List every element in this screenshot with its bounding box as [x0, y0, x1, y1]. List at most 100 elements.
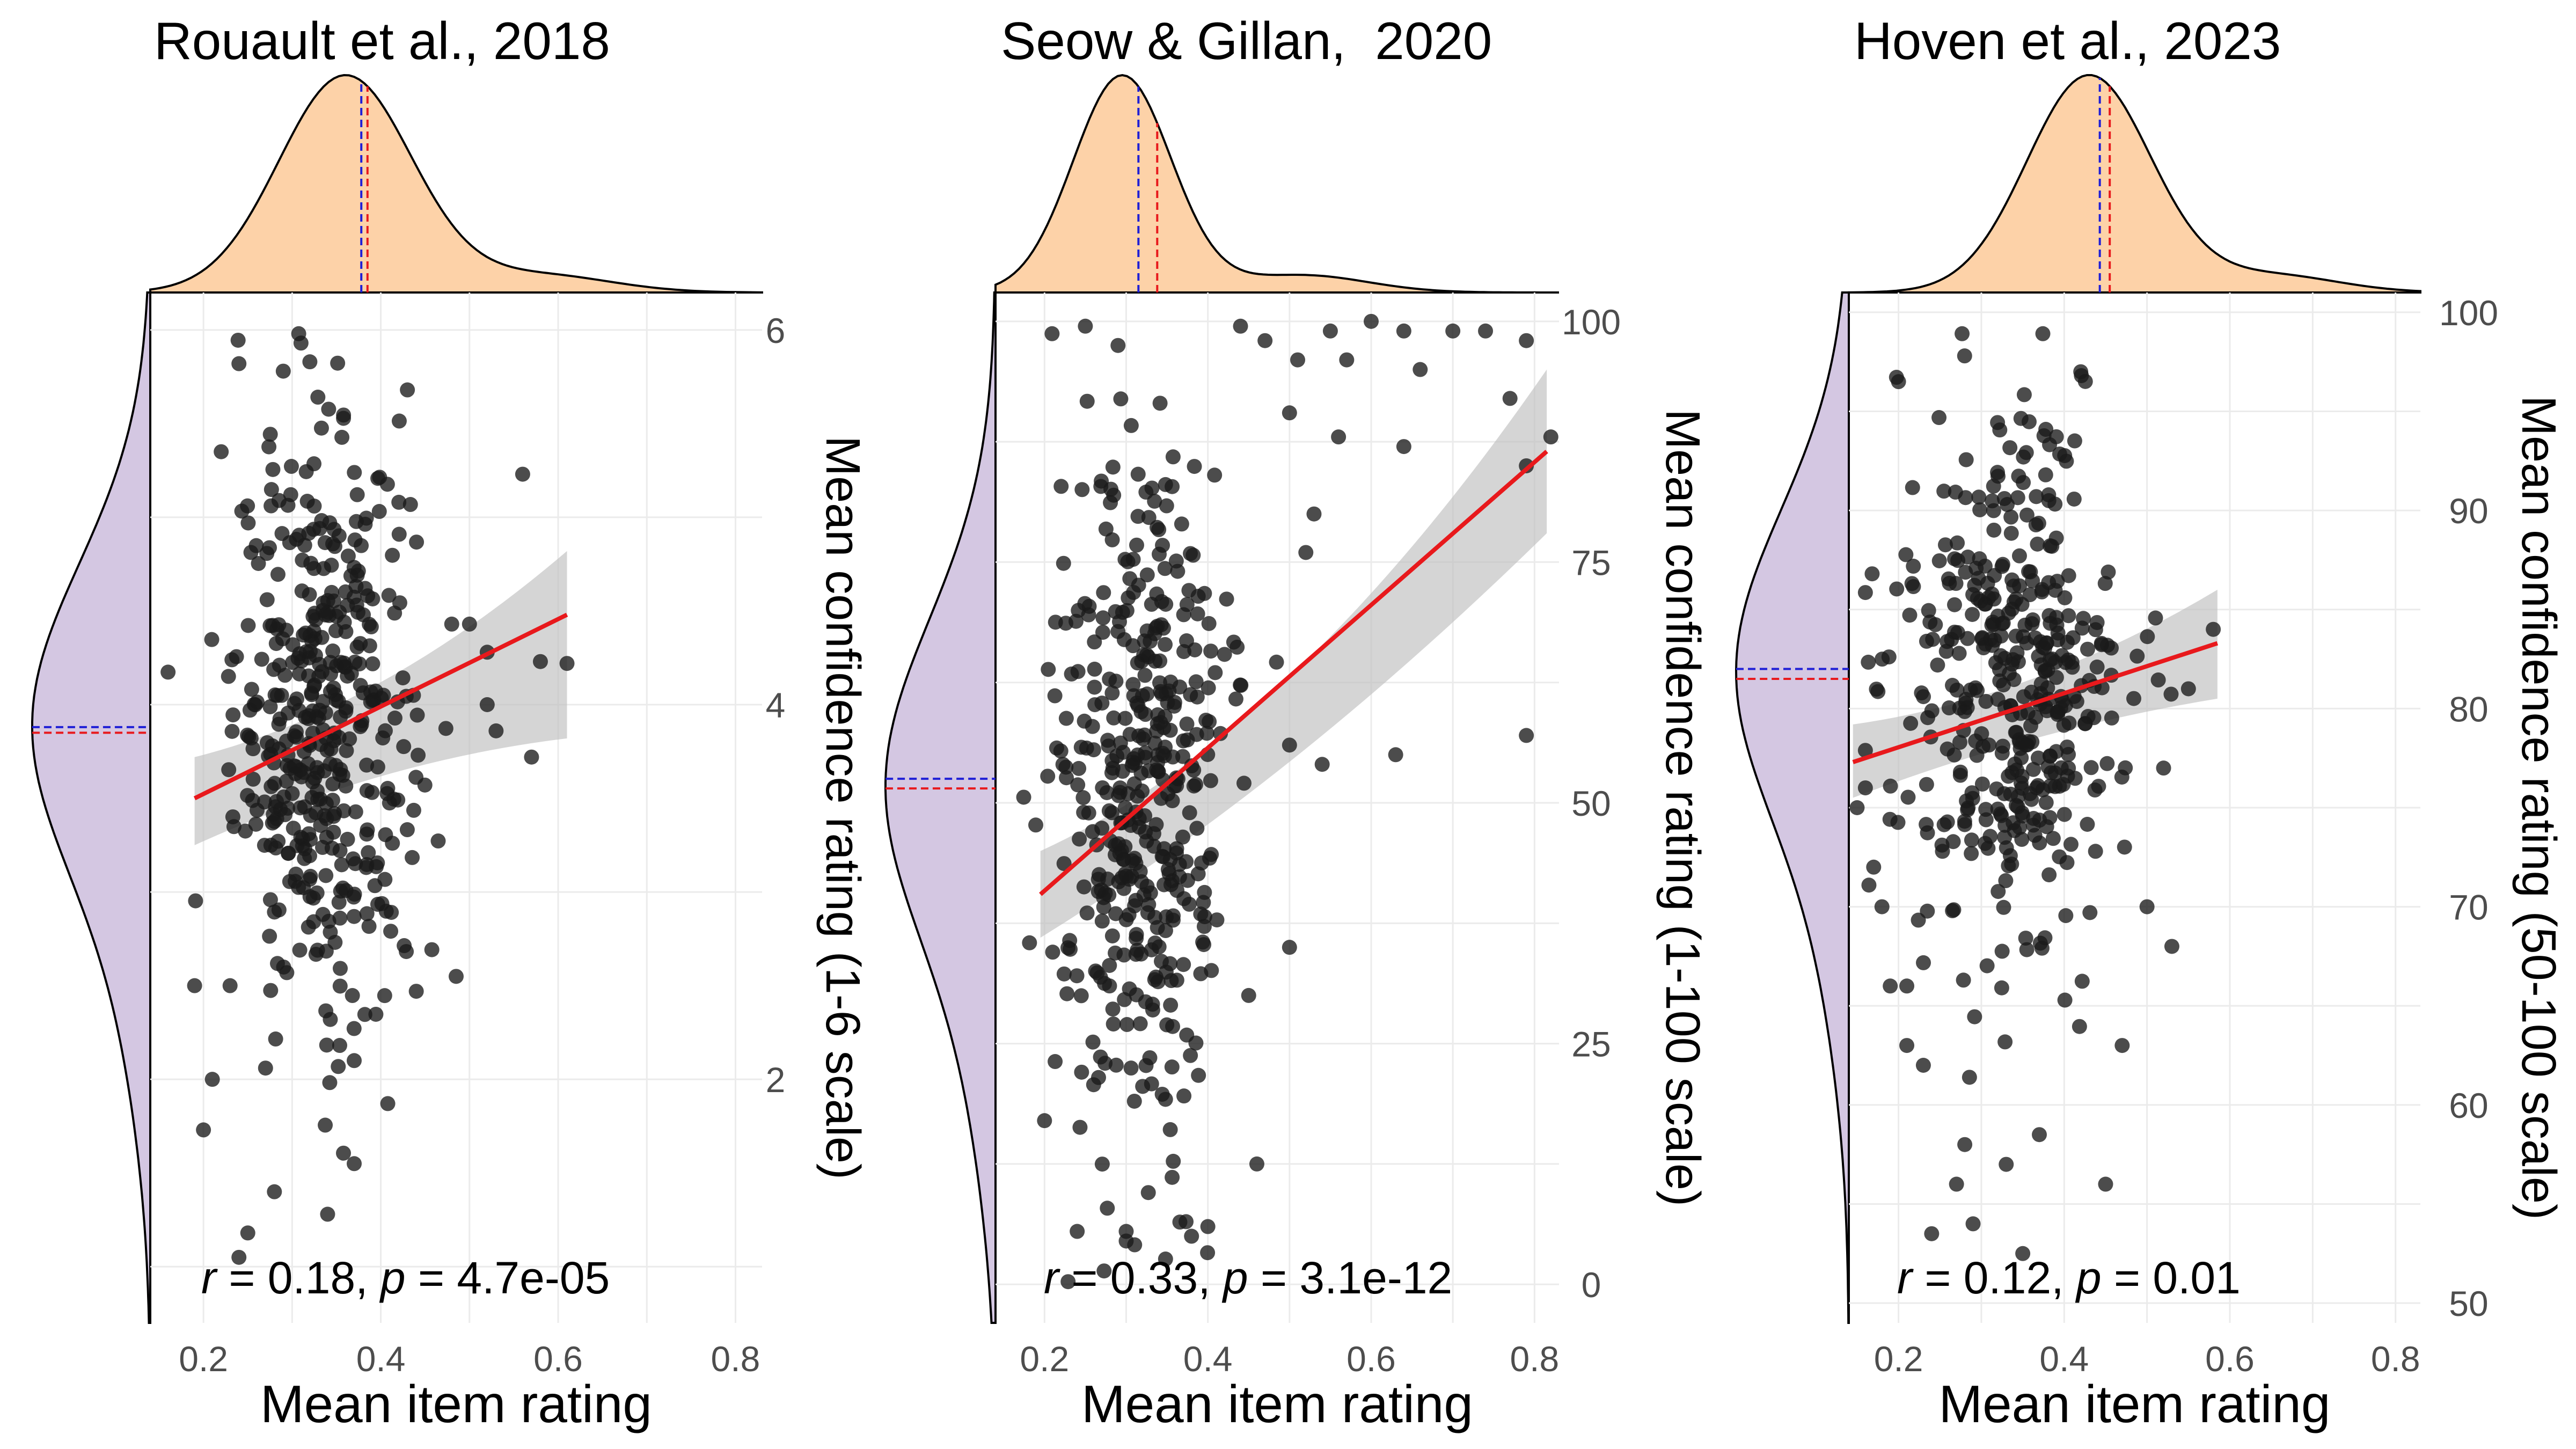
- scatter-point: [346, 889, 362, 905]
- scatter-point: [1920, 710, 1936, 726]
- scatter-point: [327, 806, 342, 821]
- scatter-point: [222, 978, 238, 993]
- scatter-point: [2030, 750, 2046, 766]
- scatter-point: [338, 660, 353, 675]
- scatter-point: [448, 969, 464, 984]
- scatter-point: [2033, 676, 2049, 692]
- scatter-point: [2087, 782, 2103, 798]
- scatter-point: [1059, 986, 1075, 1001]
- scatter-point: [385, 547, 400, 563]
- panel-3-y-density: [1735, 291, 1850, 1324]
- scatter-point: [2011, 548, 2027, 564]
- scatter-point: [1094, 913, 1110, 929]
- scatter-point: [1249, 1156, 1264, 1172]
- scatter-point: [1070, 777, 1086, 793]
- scatter-point: [2036, 428, 2052, 443]
- scatter-point: [2014, 805, 2030, 821]
- scatter-point: [1182, 805, 1197, 821]
- scatter-point: [1058, 711, 1074, 726]
- scatter-point: [411, 748, 426, 763]
- scatter-point: [2083, 760, 2099, 775]
- scatter-point: [1413, 362, 1428, 377]
- scatter-point: [1139, 686, 1155, 702]
- scatter-point: [1236, 775, 1252, 791]
- scatter-point: [1968, 733, 1984, 749]
- scatter-point: [479, 697, 495, 712]
- scatter-point: [1196, 937, 1212, 953]
- scatter-point: [1987, 632, 2002, 648]
- scatter-point: [326, 593, 341, 609]
- scatter-point: [318, 868, 334, 883]
- scatter-point: [2058, 908, 2074, 924]
- scatter-point: [2027, 828, 2043, 843]
- scatter-point: [2118, 760, 2133, 775]
- scatter-point: [1143, 885, 1158, 901]
- scatter-point: [264, 779, 279, 794]
- scatter-point: [2016, 689, 2031, 705]
- scatter-point: [1101, 887, 1117, 903]
- scatter-point: [1086, 742, 1101, 758]
- scatter-point: [1963, 682, 1978, 698]
- scatter-point: [1883, 778, 1898, 794]
- scatter-point: [2045, 831, 2061, 846]
- scatter-point: [1964, 832, 1979, 848]
- scatter-point: [2016, 449, 2031, 465]
- scatter-point: [1870, 684, 1886, 699]
- scatter-point: [1106, 710, 1122, 726]
- panel-1-fit-line: [193, 612, 568, 801]
- scatter-point: [1123, 418, 1139, 433]
- scatter-point: [1130, 466, 1146, 482]
- scatter-point: [1994, 980, 2009, 996]
- panel-3-y-tick-label: 90: [2449, 491, 2488, 531]
- scatter-point: [1129, 987, 1144, 1002]
- scatter-point: [1094, 1157, 1110, 1172]
- scatter-point: [2013, 411, 2029, 426]
- scatter-point: [196, 1122, 211, 1138]
- panel-1-stat-annotation: r = 0.18, p = 4.7e-05: [201, 1253, 610, 1303]
- scatter-point: [438, 721, 453, 736]
- scatter-point: [2164, 939, 2179, 954]
- scatter-point: [1290, 352, 1306, 368]
- scatter-point: [2008, 628, 2024, 644]
- scatter-point: [1478, 323, 1494, 339]
- scatter-point: [301, 756, 316, 772]
- scatter-point: [268, 840, 283, 856]
- scatter-point: [1936, 484, 1952, 499]
- scatter-point: [1900, 789, 1916, 805]
- scatter-point: [1154, 594, 1169, 610]
- scatter-point: [377, 988, 392, 1004]
- scatter-point: [1502, 391, 1518, 406]
- scatter-point: [462, 616, 477, 632]
- scatter-point: [340, 831, 355, 847]
- scatter-point: [1140, 1185, 1156, 1201]
- scatter-point: [305, 609, 321, 624]
- scatter-point: [1101, 738, 1116, 754]
- panel-3-points: [1849, 326, 2221, 1261]
- scatter-point: [1076, 879, 1092, 895]
- panel-2-y-ticks: 0 25 50 75 100: [1562, 302, 1621, 1305]
- scatter-point: [248, 816, 264, 832]
- scatter-point: [1168, 553, 1184, 569]
- scatter-point: [1994, 808, 2009, 823]
- scatter-point: [1070, 1224, 1085, 1239]
- scatter-point: [2088, 844, 2103, 859]
- scatter-point: [1172, 869, 1187, 884]
- scatter-point: [1074, 482, 1090, 497]
- panel-2-y-tick-label: 100: [1562, 302, 1621, 342]
- scatter-point: [1072, 1119, 1088, 1135]
- scatter-point: [2006, 579, 2022, 594]
- scatter-point: [231, 1249, 247, 1265]
- scatter-point: [332, 843, 348, 858]
- scatter-point: [1978, 812, 1994, 828]
- scatter-point: [1131, 811, 1147, 826]
- scatter-point: [1174, 516, 1189, 532]
- scatter-point: [1396, 323, 1411, 339]
- scatter-point: [262, 892, 278, 908]
- scatter-point: [1930, 657, 1945, 673]
- scatter-point: [1866, 859, 1882, 875]
- scatter-point: [2014, 832, 2030, 847]
- scatter-point: [317, 763, 332, 779]
- scatter-point: [1189, 821, 1205, 836]
- scatter-point: [302, 354, 318, 370]
- scatter-point: [1157, 561, 1173, 576]
